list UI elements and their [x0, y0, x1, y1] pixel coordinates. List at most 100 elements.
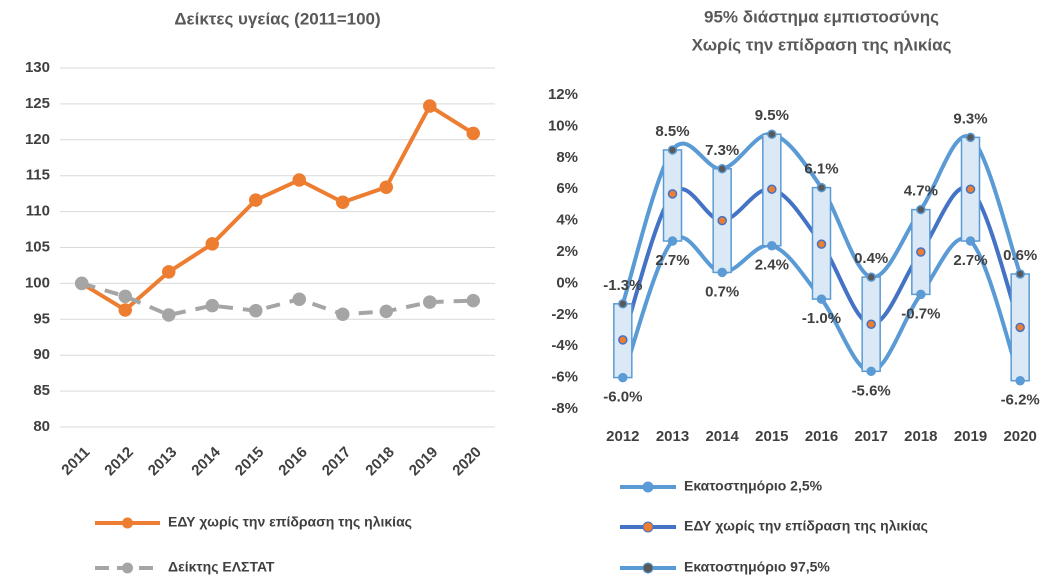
- marker: [336, 195, 350, 210]
- data-label: -1.0%: [802, 310, 841, 327]
- x-tick-label: 2012: [606, 428, 639, 445]
- x-tick-label: 2016: [275, 444, 311, 480]
- x-tick-label: 2017: [854, 428, 887, 445]
- y-tick-label: 110: [26, 203, 50, 220]
- y-tick-label: 120: [25, 131, 50, 148]
- data-label: 2.4%: [755, 257, 789, 274]
- y-tick-label: 130: [25, 59, 50, 76]
- data-label: -6.2%: [1001, 392, 1040, 409]
- data-label: 9.5%: [755, 107, 789, 124]
- chart: 95% διάστημα εμπιστοσύνης Χωρίς την επίδρ…: [548, 7, 1040, 574]
- legend-marker: [642, 521, 654, 533]
- chart-title: 95% διάστημα εμπιστοσύνης: [704, 7, 939, 26]
- marker: [767, 129, 777, 139]
- y-tick-label: 8%: [556, 149, 578, 166]
- marker: [717, 164, 727, 174]
- legend-marker: [642, 481, 654, 493]
- marker: [767, 184, 777, 194]
- y-tick-label: -2%: [551, 306, 578, 323]
- marker: [466, 126, 480, 141]
- y-tick-label: 80: [33, 418, 50, 435]
- y-tick-label: -6%: [551, 369, 578, 386]
- marker: [667, 236, 678, 246]
- marker: [292, 173, 306, 187]
- x-tick-label: 2013: [145, 444, 181, 480]
- marker: [916, 204, 926, 215]
- y-tick-label: 100: [25, 274, 50, 291]
- series-line: [81, 281, 474, 317]
- data-label: 4.7%: [904, 183, 938, 200]
- chart-title: Χωρίς την επίδραση της ηλικίας: [692, 35, 952, 54]
- y-tick-label: 0%: [556, 274, 578, 291]
- y-tick-label: 6%: [556, 180, 578, 197]
- marker: [816, 294, 827, 304]
- y-tick-label: 4%: [556, 212, 578, 229]
- data-label: 0.4%: [854, 250, 888, 267]
- legend-label: Δείκτης ΕΛΣΤΑΤ: [168, 559, 275, 575]
- marker: [162, 308, 176, 322]
- marker: [1015, 375, 1025, 386]
- x-tick-label: 2014: [188, 443, 224, 479]
- marker: [717, 267, 727, 278]
- legend-marker: [122, 517, 133, 529]
- marker: [916, 247, 926, 257]
- y-tick-label: -8%: [551, 400, 578, 417]
- marker: [466, 293, 480, 308]
- x-tick-label: 2018: [362, 444, 398, 480]
- y-tick-label: 85: [33, 382, 50, 399]
- x-tick-label: 2016: [805, 428, 838, 445]
- marker: [1015, 322, 1025, 333]
- marker: [618, 335, 628, 345]
- y-tick-label: 2%: [556, 243, 578, 260]
- marker: [205, 237, 219, 251]
- chart-title: Δείκτες υγείας (2011=100): [174, 9, 380, 28]
- series-line: [80, 104, 475, 312]
- marker: [292, 292, 306, 306]
- y-tick-label: 105: [25, 238, 50, 255]
- chart: Δείκτες υγείας (2011=100) 80 85 90 95 100 105 1…: [25, 9, 495, 575]
- legend-label: Εκατοστημόριο 2,5%: [684, 478, 823, 494]
- data-label: 0.7%: [705, 283, 739, 300]
- marker: [965, 236, 976, 246]
- y-tick-label: 10%: [548, 117, 578, 134]
- marker: [379, 304, 393, 319]
- data-label: -1.3%: [603, 277, 642, 294]
- x-tick-label: 2018: [904, 428, 937, 445]
- marker: [205, 298, 219, 313]
- marker: [249, 303, 263, 318]
- data-label: 7.3%: [705, 142, 739, 159]
- y-tick-label: 90: [33, 346, 50, 363]
- marker: [816, 182, 827, 193]
- x-tick-label: 2011: [58, 444, 93, 479]
- marker: [816, 239, 827, 249]
- data-label: 8.5%: [655, 123, 689, 140]
- data-label: -5.6%: [852, 382, 891, 399]
- legend-label: ΕΔΥ χωρίς την επίδραση της ηλικίας: [168, 514, 412, 530]
- y-tick-label: 115: [26, 167, 50, 184]
- marker: [249, 193, 263, 207]
- marker: [965, 132, 976, 143]
- data-label: -0.7%: [901, 305, 940, 322]
- x-tick-label: 2013: [656, 428, 689, 445]
- x-tick-label: 2017: [319, 444, 355, 480]
- x-tick-label: 2020: [449, 444, 485, 480]
- marker: [162, 265, 176, 279]
- marker: [667, 189, 678, 199]
- legend-marker: [642, 562, 654, 574]
- y-tick-label: -4%: [551, 337, 578, 354]
- marker: [118, 289, 132, 304]
- marker: [717, 215, 727, 226]
- y-tick-label: 12%: [548, 86, 578, 103]
- y-tick-label: 95: [33, 310, 50, 327]
- legend-marker: [122, 562, 133, 574]
- marker: [667, 145, 678, 155]
- x-tick-label: 2019: [954, 428, 987, 445]
- data-label: -6.0%: [603, 389, 642, 406]
- marker: [336, 307, 350, 322]
- x-tick-label: 2015: [755, 428, 788, 445]
- marker: [866, 272, 876, 282]
- data-label: 6.1%: [804, 161, 838, 178]
- marker: [618, 299, 628, 309]
- marker: [618, 372, 628, 383]
